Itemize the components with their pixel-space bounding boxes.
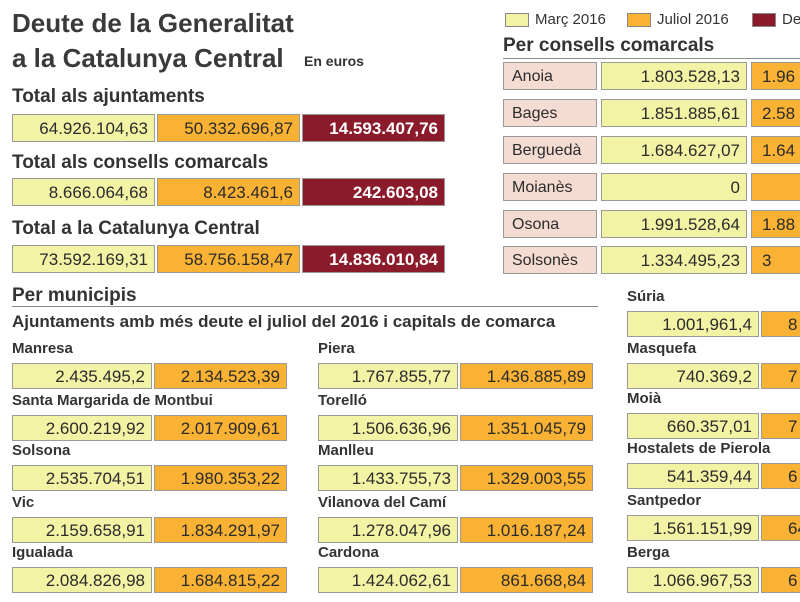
consell-march: 1.803.528,13 bbox=[601, 62, 747, 90]
consell-name: Solsonès bbox=[503, 246, 597, 274]
municipi-name: Vilanova del Camí bbox=[318, 494, 447, 511]
consell-july: 1.64 bbox=[751, 136, 800, 164]
legend-label-diff: De bbox=[782, 11, 800, 28]
consell-july: 3 bbox=[751, 246, 800, 274]
title-line-2: a la Catalunya Central bbox=[12, 43, 284, 73]
total-ajuntaments-march: 64.926.104,63 bbox=[12, 114, 155, 142]
legend-swatch-march bbox=[505, 13, 529, 27]
municipi-name: Santpedor bbox=[627, 492, 702, 509]
municipi-july: 6 bbox=[761, 567, 800, 593]
consell-march: 1.851.885,61 bbox=[601, 99, 747, 127]
municipi-name: Moià bbox=[627, 390, 662, 407]
municipi-march: 541.359,44 bbox=[627, 463, 759, 489]
municipi-march: 1.001,961,4 bbox=[627, 311, 759, 337]
municipi-july: 1.329.003,55 bbox=[460, 465, 593, 491]
legend-swatch-july bbox=[627, 13, 651, 27]
total-catalunya-march: 73.592.169,31 bbox=[12, 245, 155, 273]
municipi-name: Solsona bbox=[12, 442, 71, 459]
total-ajuntaments-label: Total als ajuntaments bbox=[12, 86, 205, 107]
consell-name: Moianès bbox=[503, 173, 597, 201]
consell-july: 1.96 bbox=[751, 62, 800, 90]
total-catalunya-july: 58.756.158,47 bbox=[157, 245, 300, 273]
municipi-march: 1.424.062,61 bbox=[318, 567, 458, 593]
total-catalunya-diff: 14.836.010,84 bbox=[302, 245, 445, 273]
consell-name: Berguedà bbox=[503, 136, 597, 164]
municipi-name: Santa Margarida de Montbui bbox=[12, 392, 213, 409]
municipi-july: 1.436.885,89 bbox=[460, 363, 593, 389]
municipi-july: 2.134.523,39 bbox=[154, 363, 287, 389]
municipi-march: 2.600.219,92 bbox=[12, 415, 152, 441]
consell-july: 2.58 bbox=[751, 99, 800, 127]
consell-march: 1.334.495,23 bbox=[601, 246, 747, 274]
municipi-july: 64 bbox=[761, 515, 800, 541]
consell-name: Osona bbox=[503, 210, 597, 238]
municipi-name: Berga bbox=[627, 544, 670, 561]
municipi-march: 1.767.855,77 bbox=[318, 363, 458, 389]
municipi-july: 1.980.353,22 bbox=[154, 465, 287, 491]
municipi-july: 861.668,84 bbox=[460, 567, 593, 593]
municipis-subtitle: Ajuntaments amb més deute el juliol del … bbox=[12, 312, 556, 331]
municipi-name: Vic bbox=[12, 494, 35, 511]
total-consells-july: 8.423.461,6 bbox=[157, 178, 300, 206]
municipi-march: 740.369,2 bbox=[627, 363, 759, 389]
municipi-july: 7 bbox=[761, 413, 800, 439]
municipi-july: 1.684.815,22 bbox=[154, 567, 287, 593]
municipi-july: 1.351.045,79 bbox=[460, 415, 593, 441]
municipi-name: Piera bbox=[318, 340, 355, 357]
total-consells-label: Total als consells comarcals bbox=[12, 152, 269, 173]
consell-july bbox=[751, 173, 800, 201]
consell-july: 1.88 bbox=[751, 210, 800, 238]
municipi-name: Manlleu bbox=[318, 442, 374, 459]
consells-rule bbox=[503, 58, 800, 59]
municipi-march: 2.535.704,51 bbox=[12, 465, 152, 491]
municipi-march: 660.357,01 bbox=[627, 413, 759, 439]
unit-label: En euros bbox=[304, 53, 364, 69]
total-ajuntaments-diff: 14.593.407,76 bbox=[302, 114, 445, 142]
consell-name: Bages bbox=[503, 99, 597, 127]
consell-march: 0 bbox=[601, 173, 747, 201]
municipi-march: 1.433.755,73 bbox=[318, 465, 458, 491]
total-catalunya-label: Total a la Catalunya Central bbox=[12, 218, 260, 239]
title-line-1: Deute de la Generalitat bbox=[12, 8, 294, 38]
consell-march: 1.684.627,07 bbox=[601, 136, 747, 164]
legend-swatch-diff bbox=[752, 13, 776, 27]
municipi-march: 1.506.636,96 bbox=[318, 415, 458, 441]
legend-label-july: Juliol 2016 bbox=[657, 11, 729, 28]
municipi-july: 6 bbox=[761, 463, 800, 489]
municipi-march: 2.159.658,91 bbox=[12, 517, 152, 543]
municipi-name: Manresa bbox=[12, 340, 73, 357]
municipi-march: 1.561.151,99 bbox=[627, 515, 759, 541]
municipi-march: 2.435.495,2 bbox=[12, 363, 152, 389]
municipi-july: 2.017.909,61 bbox=[154, 415, 287, 441]
legend-label-march: Març 2016 bbox=[535, 11, 606, 28]
municipi-july: 1.834.291,97 bbox=[154, 517, 287, 543]
consell-march: 1.991.528,64 bbox=[601, 210, 747, 238]
municipi-march: 2.084.826,98 bbox=[12, 567, 152, 593]
municipi-march: 1.278.047,96 bbox=[318, 517, 458, 543]
total-consells-diff: 242.603,08 bbox=[302, 178, 445, 206]
municipis-title: Per municipis bbox=[12, 285, 137, 306]
municipi-july: 8 bbox=[761, 311, 800, 337]
municipi-name: Igualada bbox=[12, 544, 73, 561]
municipi-july: 1.016.187,24 bbox=[460, 517, 593, 543]
municipi-name: Súria bbox=[627, 288, 665, 305]
municipi-july: 7 bbox=[761, 363, 800, 389]
municipi-name: Torelló bbox=[318, 392, 367, 409]
municipis-rule bbox=[12, 306, 598, 307]
total-ajuntaments-july: 50.332.696,87 bbox=[157, 114, 300, 142]
municipi-name: Cardona bbox=[318, 544, 379, 561]
municipi-name: Masquefa bbox=[627, 340, 697, 357]
municipi-march: 1.066.967,53 bbox=[627, 567, 759, 593]
consell-name: Anoia bbox=[503, 62, 597, 90]
municipi-name: Hostalets de Pierola bbox=[627, 440, 771, 457]
total-consells-march: 8.666.064,68 bbox=[12, 178, 155, 206]
consells-title: Per consells comarcals bbox=[503, 35, 715, 56]
